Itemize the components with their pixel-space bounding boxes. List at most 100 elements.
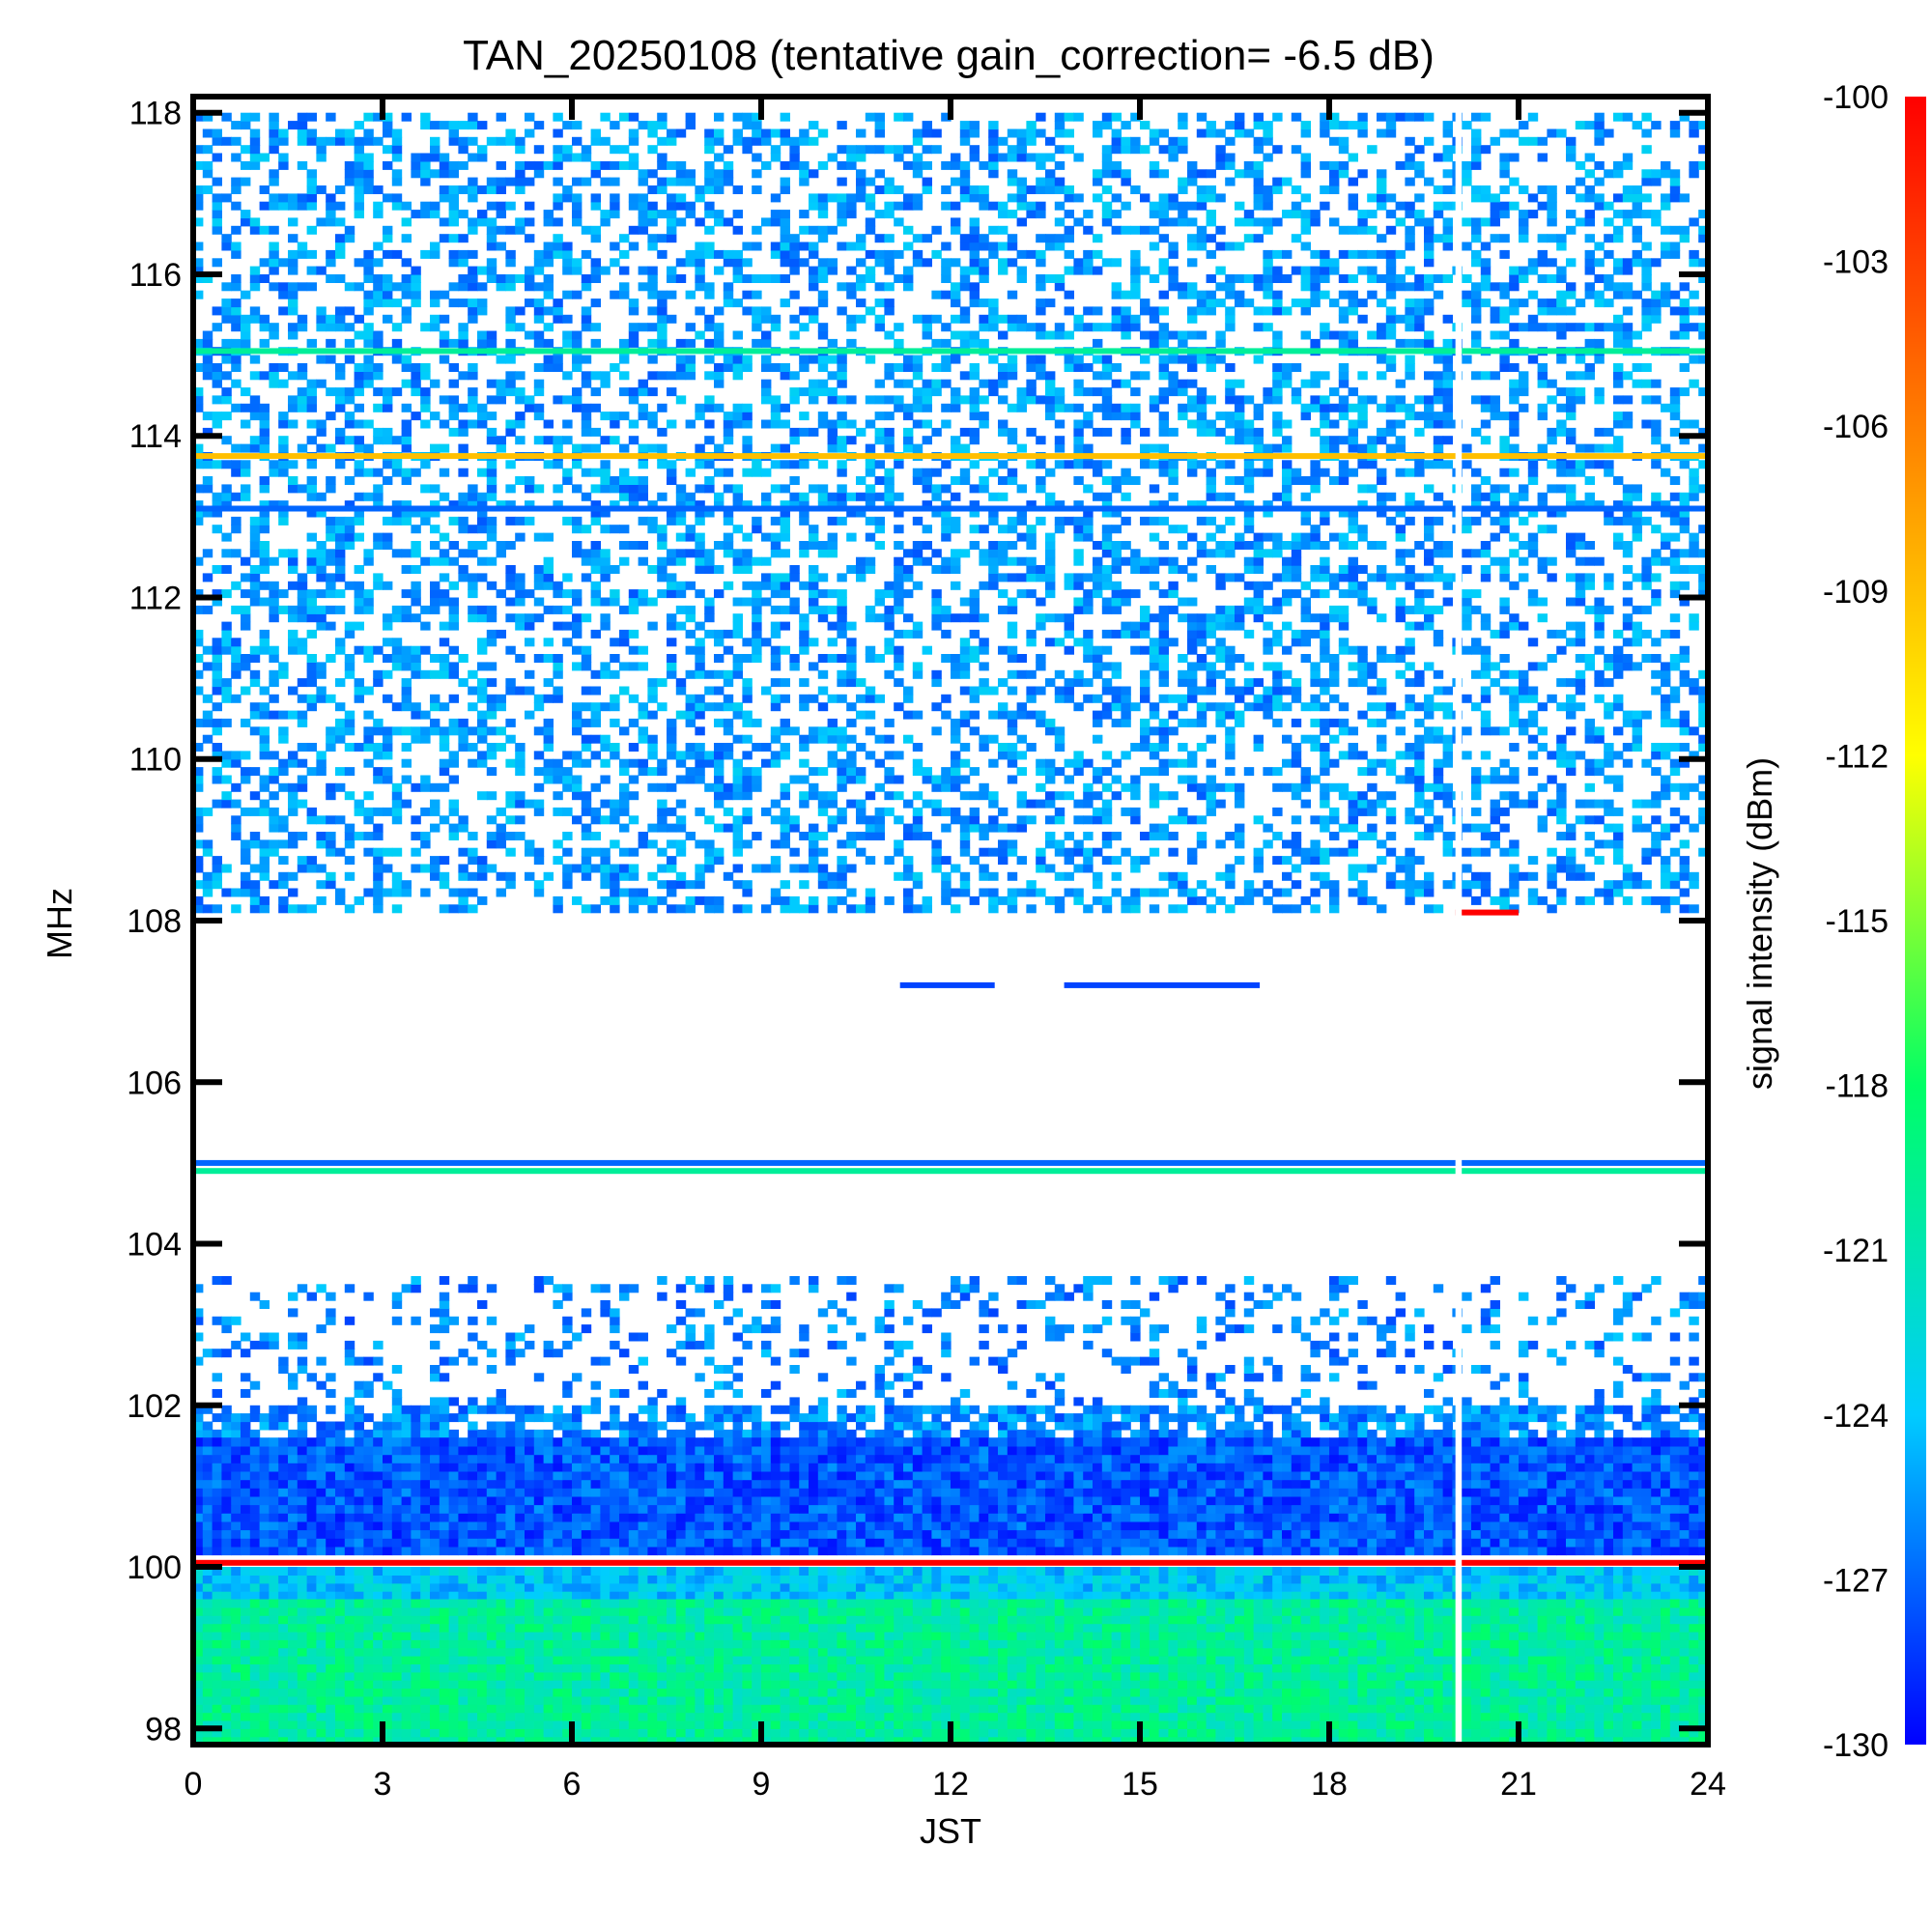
heatmap-cell bbox=[354, 436, 364, 445]
heatmap-cell bbox=[675, 686, 687, 696]
heatmap-cell bbox=[1101, 856, 1113, 866]
heatmap-cell bbox=[695, 895, 705, 905]
heatmap-cell bbox=[1225, 751, 1236, 760]
heatmap-cell bbox=[1149, 832, 1160, 840]
heatmap-cell bbox=[1566, 395, 1577, 405]
heatmap-cell bbox=[505, 871, 516, 881]
heatmap-cell bbox=[1433, 775, 1444, 784]
heatmap-cell bbox=[1679, 718, 1690, 727]
heatmap-cell bbox=[628, 605, 639, 614]
heatmap-cell bbox=[269, 323, 279, 332]
heatmap-cell bbox=[193, 403, 204, 412]
heatmap-cell bbox=[241, 443, 251, 453]
heatmap-cell bbox=[231, 669, 242, 679]
heatmap-cell bbox=[780, 363, 790, 372]
heatmap-cell bbox=[1225, 767, 1236, 777]
heatmap-cell bbox=[354, 468, 364, 477]
heatmap-cell bbox=[874, 758, 885, 768]
heatmap-cell bbox=[884, 669, 895, 679]
heatmap-cell bbox=[1433, 371, 1444, 381]
heatmap-cell bbox=[543, 767, 554, 777]
heatmap-cell bbox=[221, 686, 232, 696]
heatmap-cell bbox=[335, 847, 346, 857]
heatmap-cell bbox=[1215, 605, 1226, 614]
heatmap-cell bbox=[780, 807, 790, 816]
heatmap-cell bbox=[572, 330, 582, 340]
heatmap-cell bbox=[1101, 395, 1113, 405]
heatmap-cell bbox=[363, 597, 374, 607]
heatmap-cell bbox=[827, 387, 838, 397]
heatmap-cell bbox=[685, 832, 696, 840]
heatmap-cell bbox=[1093, 662, 1103, 671]
heatmap-cell bbox=[1442, 500, 1453, 510]
heatmap-cell bbox=[657, 427, 668, 437]
heatmap-cell bbox=[742, 468, 753, 477]
heatmap-cell bbox=[1310, 371, 1321, 381]
heatmap-cell bbox=[533, 379, 545, 388]
heatmap-cell bbox=[1320, 758, 1330, 768]
heatmap-cell bbox=[391, 549, 403, 558]
heatmap-cell bbox=[1026, 460, 1037, 469]
heatmap-cell bbox=[959, 847, 971, 857]
heatmap-cell bbox=[1556, 468, 1567, 477]
heatmap-cell bbox=[1679, 710, 1690, 720]
heatmap-cell bbox=[1584, 767, 1595, 777]
heatmap-cell bbox=[1442, 782, 1453, 792]
heatmap-cell bbox=[827, 791, 838, 801]
heatmap-cell bbox=[1698, 669, 1708, 679]
heatmap-cell bbox=[1519, 686, 1529, 696]
heatmap-cell bbox=[638, 379, 648, 388]
heatmap-cell bbox=[903, 871, 914, 881]
heatmap-cell bbox=[1509, 387, 1520, 397]
heatmap-cell bbox=[1622, 638, 1634, 647]
heatmap-cell bbox=[1622, 871, 1634, 881]
heatmap-cell bbox=[998, 549, 1009, 558]
heatmap-cell bbox=[1093, 355, 1103, 364]
heatmap-cell bbox=[742, 436, 753, 445]
heatmap-cell bbox=[1007, 895, 1018, 905]
heatmap-cell bbox=[1651, 847, 1662, 857]
heatmap-cell bbox=[675, 484, 687, 494]
heatmap-cell bbox=[1679, 419, 1690, 429]
heatmap-cell bbox=[1329, 880, 1340, 890]
heatmap-cell bbox=[326, 791, 336, 801]
heatmap-cell bbox=[1140, 856, 1151, 866]
heatmap-cell bbox=[1679, 864, 1690, 873]
heatmap-cell bbox=[1101, 532, 1113, 542]
heatmap-cell bbox=[288, 710, 298, 720]
heatmap-cell bbox=[628, 436, 639, 445]
heatmap-cell bbox=[1698, 573, 1708, 582]
heatmap-cell bbox=[241, 767, 251, 777]
heatmap-cell bbox=[1613, 694, 1624, 703]
heatmap-cell bbox=[581, 379, 592, 388]
heatmap-cell bbox=[1140, 718, 1151, 727]
heatmap-cell bbox=[1357, 791, 1368, 801]
heatmap-cell bbox=[1471, 871, 1482, 881]
heatmap-cell bbox=[1385, 516, 1397, 526]
heatmap-cell bbox=[411, 815, 421, 825]
heatmap-cell bbox=[761, 597, 772, 607]
heatmap-cell bbox=[1348, 799, 1358, 809]
heatmap-cell bbox=[297, 856, 308, 866]
heatmap-cell bbox=[1480, 395, 1492, 405]
heatmap-cell bbox=[335, 460, 346, 469]
heatmap-cell bbox=[249, 443, 261, 453]
heatmap-cell bbox=[1566, 492, 1577, 501]
heatmap-cell bbox=[590, 500, 601, 510]
heatmap-cell bbox=[704, 549, 715, 558]
heatmap-cell bbox=[572, 782, 582, 792]
heatmap-cell bbox=[1462, 888, 1472, 897]
heatmap-cell bbox=[1669, 556, 1681, 566]
heatmap-cell bbox=[1168, 525, 1179, 534]
heatmap-cell bbox=[969, 815, 980, 825]
heatmap-cell bbox=[1632, 532, 1642, 542]
heatmap-cell bbox=[581, 662, 592, 671]
heatmap-cell bbox=[1395, 532, 1406, 542]
heatmap-cell bbox=[761, 638, 772, 647]
heatmap-cell bbox=[675, 823, 687, 833]
heatmap-cell bbox=[1499, 412, 1510, 421]
heatmap-cell bbox=[1130, 888, 1141, 897]
heatmap-cell bbox=[647, 371, 658, 381]
heatmap-cell bbox=[1385, 581, 1397, 590]
heatmap-cell bbox=[714, 654, 724, 663]
